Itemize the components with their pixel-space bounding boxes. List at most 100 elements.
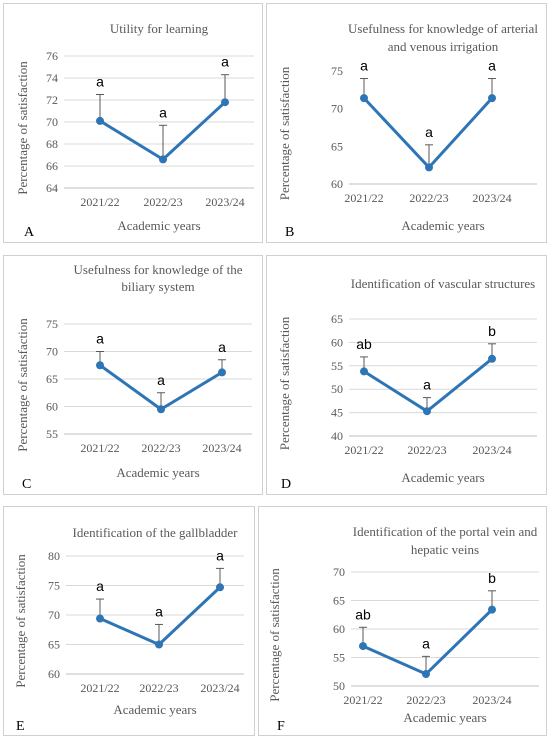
x-tick-label: 2022/23 bbox=[141, 441, 180, 455]
significance-letter: a bbox=[96, 331, 104, 347]
data-point bbox=[96, 116, 104, 125]
significance-letter: a bbox=[360, 58, 368, 74]
data-point bbox=[159, 155, 167, 164]
x-axis-title: Academic years bbox=[116, 465, 199, 480]
x-tick-label: 2023/24 bbox=[472, 693, 511, 707]
y-axis-title: Percentage of satisfaction bbox=[15, 318, 30, 452]
x-tick-label: 2022/23 bbox=[406, 693, 445, 707]
significance-letter: a bbox=[221, 54, 229, 70]
y-tick-label: 55 bbox=[46, 427, 58, 441]
x-tick-label: 2021/22 bbox=[344, 443, 383, 457]
y-tick-label: 70 bbox=[46, 345, 58, 359]
significance-letter: a bbox=[216, 547, 224, 563]
significance-letter: a bbox=[157, 372, 165, 388]
y-tick-label: 72 bbox=[46, 93, 58, 107]
data-point bbox=[155, 640, 163, 649]
chart-title-line: Usefulness for knowledge of the bbox=[74, 262, 243, 277]
y-tick-label: 60 bbox=[48, 667, 60, 681]
x-axis-title: Academic years bbox=[403, 710, 486, 725]
y-tick-label: 60 bbox=[331, 177, 343, 191]
y-axis-title: Percentage of satisfaction bbox=[13, 554, 28, 688]
chart-title-line: Identification of the portal vein and bbox=[353, 524, 538, 539]
chart-panel-e: Identification of the gallbladder 60 65 70 7… bbox=[3, 506, 255, 736]
chart-panel-b: Usefulness for knowledge of arterial and … bbox=[266, 3, 547, 243]
x-tick-label: 2022/23 bbox=[409, 191, 448, 205]
x-tick-label: 2021/22 bbox=[343, 693, 382, 707]
y-tick-label: 70 bbox=[48, 608, 60, 622]
chart-panel-d: Identification of vascular structures 40 4… bbox=[266, 255, 547, 495]
y-tick-label: 75 bbox=[331, 64, 343, 78]
y-tick-label: 76 bbox=[46, 49, 58, 63]
x-tick-label: 2022/23 bbox=[139, 681, 178, 695]
x-tick-label: 2021/22 bbox=[80, 195, 119, 209]
significance-letter: a bbox=[96, 578, 104, 594]
y-tick-label: 64 bbox=[46, 181, 58, 195]
y-tick-label: 50 bbox=[333, 679, 345, 693]
significance-letter: a bbox=[155, 603, 163, 619]
significance-letter: a bbox=[423, 377, 431, 393]
data-point bbox=[488, 94, 496, 103]
data-point bbox=[96, 361, 104, 370]
y-axis-title: Percentage of satisfaction bbox=[15, 61, 30, 195]
chart-svg-e: Identification of the gallbladder 60 65 70 7… bbox=[13, 525, 244, 734]
chart-panel-f: Identification of the portal vein and hep… bbox=[258, 506, 547, 736]
significance-letter: a bbox=[159, 104, 167, 120]
x-tick-label: 2022/23 bbox=[407, 443, 446, 457]
chart-svg-f: Identification of the portal vein and hep… bbox=[267, 524, 539, 734]
panel-letter: B bbox=[285, 225, 294, 240]
x-tick-label: 2023/24 bbox=[205, 195, 244, 209]
significance-letter: a bbox=[425, 124, 433, 140]
chart-panel-a: Utility for learning 64 66 68 70 72 74 76 2021/2… bbox=[3, 3, 263, 243]
significance-letter: a bbox=[96, 74, 104, 90]
data-point bbox=[216, 583, 224, 592]
y-tick-label: 65 bbox=[46, 372, 58, 386]
data-point bbox=[360, 94, 368, 103]
x-axis-title: Academic years bbox=[401, 470, 484, 485]
data-point bbox=[425, 163, 433, 172]
panel-letter: D bbox=[281, 477, 291, 492]
y-tick-label: 80 bbox=[48, 549, 60, 563]
data-point bbox=[96, 614, 104, 623]
chart-title-line: Identification of the gallbladder bbox=[73, 525, 239, 540]
chart-title-line: and venous irrigation bbox=[388, 39, 499, 54]
chart-panel-c: Usefulness for knowledge of the biliary s… bbox=[3, 255, 263, 495]
panel-letter: A bbox=[24, 225, 35, 240]
y-tick-label: 60 bbox=[331, 335, 343, 349]
data-point bbox=[360, 367, 368, 376]
data-point bbox=[218, 368, 226, 377]
y-tick-label: 66 bbox=[46, 159, 58, 173]
data-point bbox=[488, 354, 496, 363]
y-tick-label: 74 bbox=[46, 71, 58, 85]
chart-title-line: biliary system bbox=[121, 279, 194, 294]
y-tick-label: 75 bbox=[48, 579, 60, 593]
chart-title-line: Usefulness for knowledge of arterial bbox=[348, 21, 538, 36]
significance-letter: b bbox=[488, 570, 496, 586]
panel-letter: F bbox=[277, 719, 285, 734]
chart-svg-d: Identification of vascular structures 40 4… bbox=[277, 276, 537, 492]
panel-letter: E bbox=[16, 719, 25, 734]
y-tick-label: 55 bbox=[333, 651, 345, 665]
data-point bbox=[422, 670, 430, 679]
x-tick-label: 2023/24 bbox=[472, 191, 511, 205]
y-tick-label: 65 bbox=[331, 312, 343, 326]
significance-letter: b bbox=[488, 323, 496, 339]
x-tick-label: 2021/22 bbox=[344, 191, 383, 205]
chart-svg-b: Usefulness for knowledge of arterial and … bbox=[277, 21, 538, 240]
y-tick-label: 70 bbox=[46, 115, 58, 129]
y-tick-label: 65 bbox=[48, 638, 60, 652]
x-axis-title: Academic years bbox=[113, 702, 196, 717]
x-tick-label: 2022/23 bbox=[143, 195, 182, 209]
y-tick-label: 40 bbox=[331, 429, 343, 443]
y-tick-label: 65 bbox=[331, 139, 343, 153]
y-axis-title: Percentage of satisfaction bbox=[277, 66, 292, 200]
chart-title-line: Utility for learning bbox=[110, 21, 209, 36]
x-tick-label: 2023/24 bbox=[472, 443, 511, 457]
y-tick-label: 45 bbox=[331, 406, 343, 420]
x-tick-label: 2021/22 bbox=[80, 441, 119, 455]
data-point bbox=[157, 405, 165, 414]
y-tick-label: 68 bbox=[46, 137, 58, 151]
significance-letter: ab bbox=[356, 336, 372, 352]
chart-title-line: Identification of vascular structures bbox=[351, 276, 535, 291]
y-axis-title: Percentage of satisfaction bbox=[267, 568, 282, 702]
data-point bbox=[423, 407, 431, 416]
